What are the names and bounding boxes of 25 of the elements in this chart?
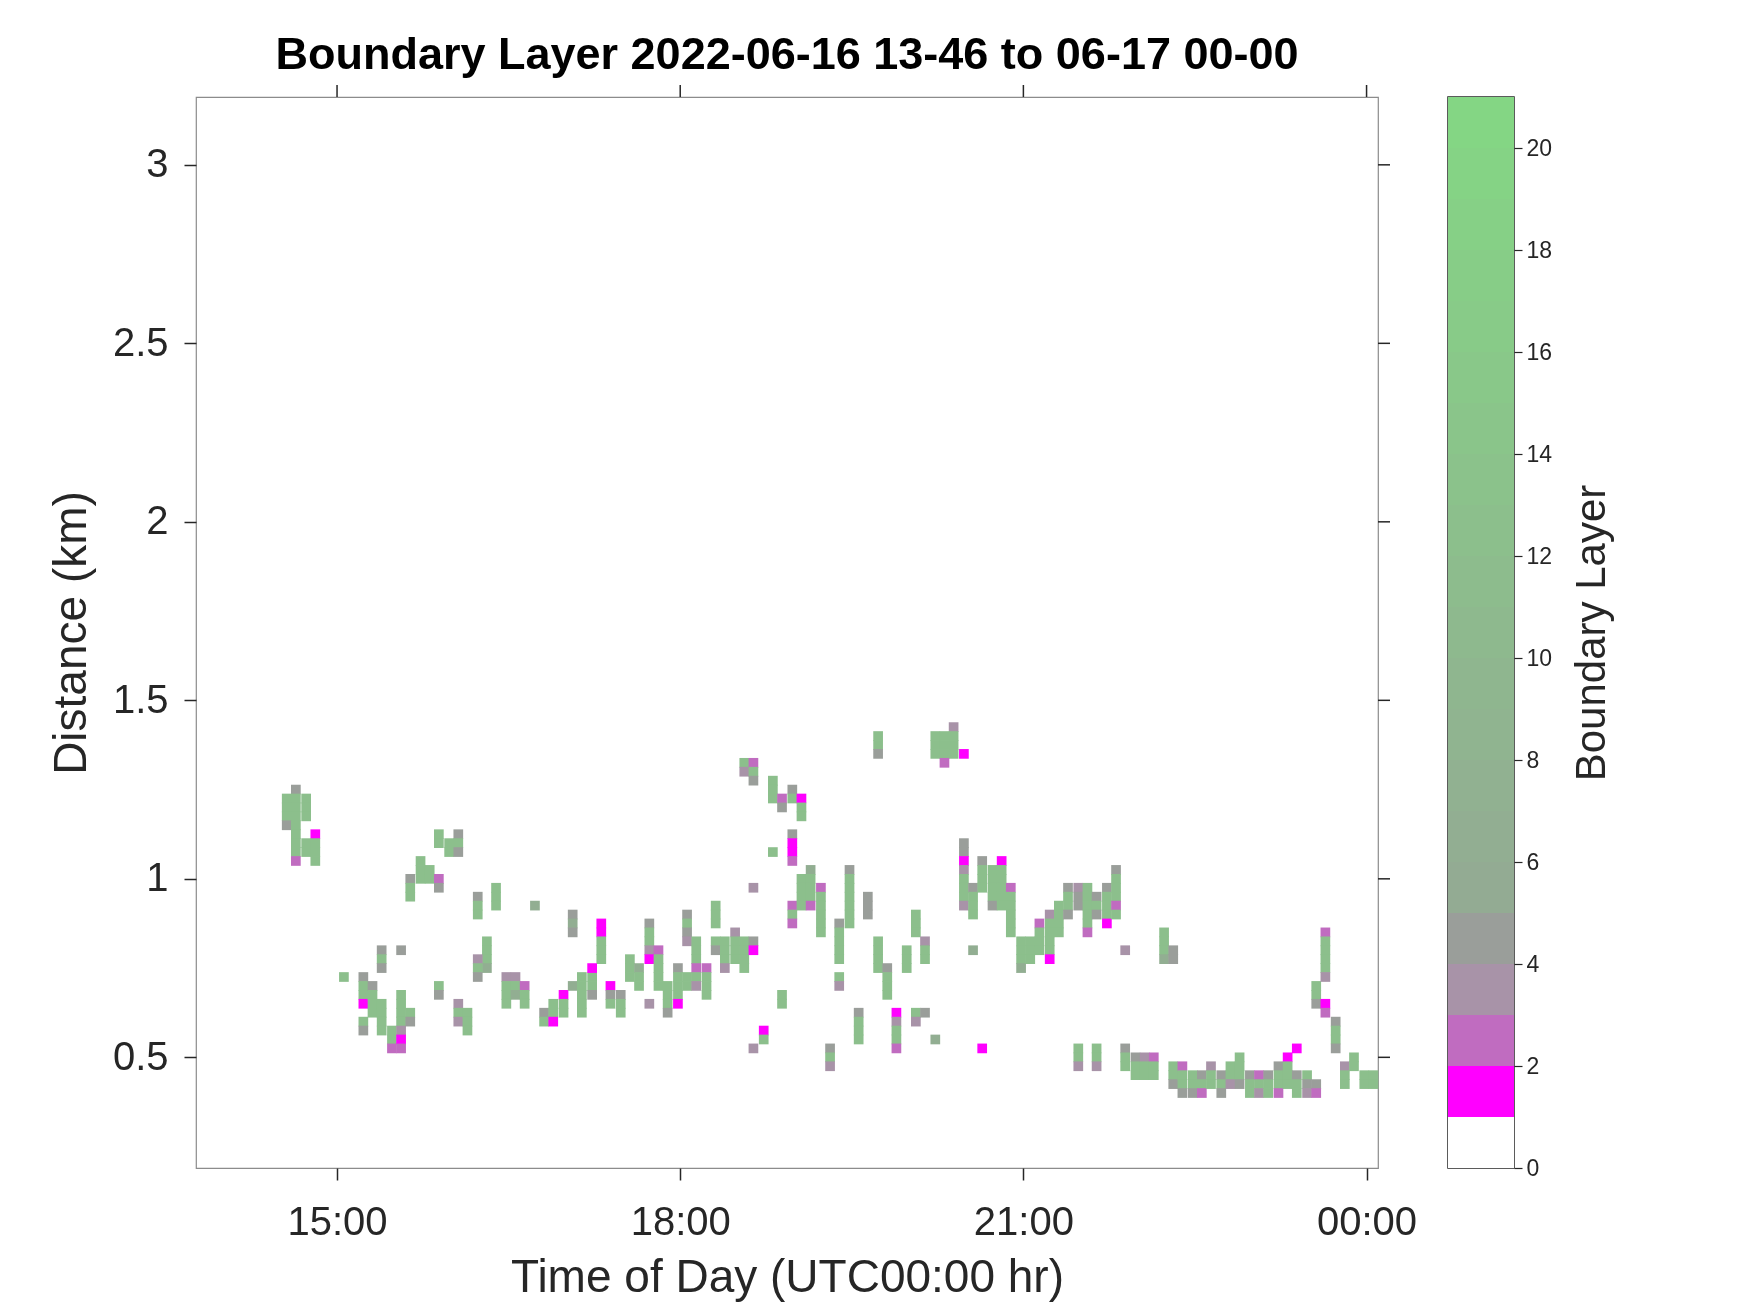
color-bar-label: 4 — [1526, 950, 1540, 977]
color-bar-label: 2 — [1526, 1052, 1540, 1079]
color-bar-label: 8 — [1526, 746, 1540, 773]
y-tick-label: 1.5 — [112, 676, 169, 721]
x-axis-title: Time of Day (UTC00:00 hr) — [511, 1249, 1064, 1302]
y-axis-title: Distance (km) — [43, 491, 96, 775]
color-bar-label: 12 — [1526, 542, 1553, 569]
color-bar-label: 16 — [1526, 338, 1553, 365]
color-bar-label: 20 — [1526, 134, 1553, 161]
x-tick-label: 18:00 — [630, 1198, 731, 1243]
y-tick-label: 1 — [146, 855, 169, 900]
chart-title: Boundary Layer 2022-06-16 13-46 to 06-17 00-00 — [275, 28, 1299, 80]
color-bar-label: 10 — [1526, 644, 1553, 671]
y-tick-label: 2 — [146, 498, 169, 543]
y-tick-label: 2.5 — [112, 319, 169, 364]
x-tick-label: 15:00 — [287, 1198, 388, 1243]
color-bar-label: 0 — [1526, 1154, 1540, 1181]
color-bar-label: 6 — [1526, 848, 1540, 875]
y-tick-label: 3 — [146, 141, 169, 186]
color-bar-label: 14 — [1526, 440, 1553, 467]
x-tick-label: 21:00 — [973, 1198, 1074, 1243]
color-bar-title: Boundary Layer — [1567, 484, 1615, 782]
color-bar-label: 18 — [1526, 236, 1553, 263]
y-tick-label: 0.5 — [112, 1033, 169, 1078]
x-tick-label: 00:00 — [1317, 1198, 1418, 1243]
